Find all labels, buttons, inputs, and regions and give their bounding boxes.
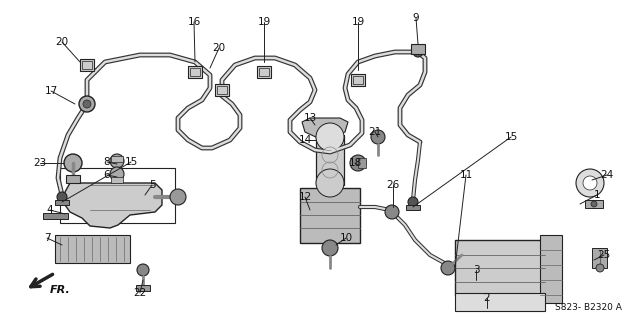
Text: S823- B2320 A: S823- B2320 A bbox=[555, 303, 622, 313]
Text: FR.: FR. bbox=[50, 285, 70, 295]
Circle shape bbox=[110, 154, 124, 168]
Circle shape bbox=[441, 261, 455, 275]
Text: 7: 7 bbox=[44, 233, 51, 243]
Bar bbox=[217, 86, 227, 94]
Circle shape bbox=[83, 100, 91, 108]
Bar bbox=[60, 168, 175, 223]
Text: 24: 24 bbox=[600, 170, 614, 180]
Bar bbox=[585, 200, 603, 208]
Bar bbox=[257, 66, 271, 78]
Text: 10: 10 bbox=[339, 233, 353, 243]
Text: 21: 21 bbox=[369, 127, 381, 137]
Circle shape bbox=[64, 154, 82, 172]
Circle shape bbox=[385, 205, 399, 219]
Circle shape bbox=[79, 96, 95, 112]
Text: 1: 1 bbox=[594, 190, 600, 200]
Text: 25: 25 bbox=[597, 250, 611, 260]
Circle shape bbox=[322, 240, 338, 256]
Text: 23: 23 bbox=[33, 158, 47, 168]
Circle shape bbox=[371, 130, 385, 144]
Bar bbox=[316, 135, 344, 185]
Circle shape bbox=[316, 123, 344, 151]
Bar bbox=[411, 44, 425, 54]
Bar bbox=[82, 61, 92, 69]
Bar bbox=[353, 76, 363, 84]
Text: 8: 8 bbox=[104, 157, 110, 167]
Circle shape bbox=[583, 176, 597, 190]
Polygon shape bbox=[43, 213, 68, 219]
Circle shape bbox=[413, 47, 423, 57]
Bar bbox=[111, 177, 123, 183]
Circle shape bbox=[316, 169, 344, 197]
Bar bbox=[215, 84, 229, 96]
Bar bbox=[111, 156, 123, 162]
Bar bbox=[455, 293, 545, 311]
Circle shape bbox=[596, 264, 604, 272]
Polygon shape bbox=[302, 118, 348, 138]
Text: 13: 13 bbox=[303, 113, 317, 123]
Text: 26: 26 bbox=[387, 180, 399, 190]
Text: 20: 20 bbox=[56, 37, 68, 47]
Text: 6: 6 bbox=[104, 170, 110, 180]
Circle shape bbox=[170, 189, 186, 205]
Bar bbox=[55, 200, 69, 205]
Circle shape bbox=[350, 155, 366, 171]
Bar bbox=[66, 175, 80, 183]
Bar bbox=[259, 68, 269, 76]
Text: 17: 17 bbox=[44, 86, 58, 96]
Text: 20: 20 bbox=[212, 43, 225, 53]
Text: 12: 12 bbox=[298, 192, 312, 202]
Bar bbox=[351, 74, 365, 86]
Text: 2: 2 bbox=[484, 293, 490, 303]
Bar bbox=[358, 158, 366, 168]
Text: 9: 9 bbox=[413, 13, 419, 23]
Text: 3: 3 bbox=[473, 265, 479, 275]
Circle shape bbox=[137, 264, 149, 276]
Text: 15: 15 bbox=[504, 132, 518, 142]
Bar bbox=[136, 285, 150, 291]
Bar bbox=[55, 235, 130, 263]
Bar bbox=[455, 240, 545, 295]
Text: 22: 22 bbox=[133, 288, 147, 298]
Bar bbox=[190, 68, 200, 76]
Circle shape bbox=[110, 167, 124, 181]
Text: 11: 11 bbox=[460, 170, 472, 180]
Text: 19: 19 bbox=[257, 17, 271, 27]
Bar bbox=[592, 248, 607, 268]
Text: 16: 16 bbox=[188, 17, 200, 27]
Text: 4: 4 bbox=[47, 205, 53, 215]
Circle shape bbox=[576, 169, 604, 197]
Circle shape bbox=[57, 192, 67, 202]
Text: 14: 14 bbox=[298, 135, 312, 145]
Bar bbox=[188, 66, 202, 78]
Text: 19: 19 bbox=[351, 17, 365, 27]
Bar bbox=[540, 235, 562, 303]
Bar bbox=[406, 205, 420, 210]
Circle shape bbox=[408, 197, 418, 207]
Bar bbox=[80, 59, 94, 71]
Circle shape bbox=[591, 201, 597, 207]
Text: 5: 5 bbox=[148, 180, 156, 190]
Polygon shape bbox=[65, 183, 162, 228]
Text: 15: 15 bbox=[124, 157, 138, 167]
Bar bbox=[300, 188, 360, 243]
Text: 18: 18 bbox=[348, 158, 362, 168]
